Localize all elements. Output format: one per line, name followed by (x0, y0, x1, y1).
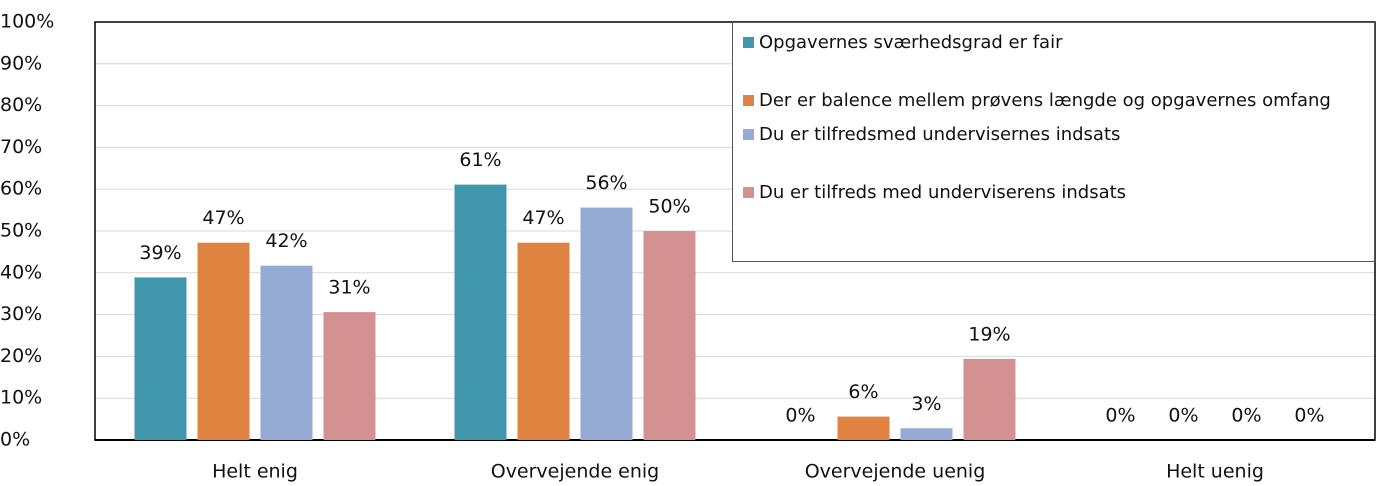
data-label: 19% (968, 323, 1010, 345)
legend-label: Du er tilfreds med underviserens indsats (759, 182, 1127, 203)
bar (197, 242, 250, 440)
data-label: 56% (585, 172, 627, 194)
data-label: 61% (459, 149, 501, 171)
data-label: 0% (1105, 405, 1135, 427)
legend-swatch (743, 129, 754, 140)
data-label: 31% (328, 277, 370, 299)
y-tick-label: 40% (0, 261, 42, 283)
legend-label: Opgavernes sværhedsgrad er fair (759, 32, 1063, 53)
legend-label: Der er balence mellem prøvens længde og … (759, 90, 1331, 111)
legend-entry: Opgavernes sværhedsgrad er fair (743, 31, 1364, 55)
x-tick-label: Overvejende uenig (805, 461, 986, 483)
bar (643, 231, 696, 440)
bar (963, 358, 1016, 440)
legend-entry: Du er tilfreds med underviserens indsats (743, 181, 1364, 205)
legend-swatch (743, 37, 754, 48)
bar (580, 207, 633, 440)
y-tick-label: 90% (0, 52, 42, 74)
bar (323, 312, 376, 440)
bar (134, 277, 187, 440)
bar (517, 242, 570, 440)
legend-swatch (743, 95, 754, 106)
legend-entry: Du er tilfredsmed undervisernes indsats (743, 123, 1364, 147)
data-label: 39% (139, 242, 181, 264)
legend-swatch (743, 187, 754, 198)
legend-label: Du er tilfredsmed undervisernes indsats (759, 124, 1121, 145)
bar (260, 265, 313, 440)
y-tick-label: 20% (0, 345, 42, 367)
data-label: 0% (1294, 405, 1324, 427)
legend-entry: Der er balence mellem prøvens længde og … (743, 89, 1364, 113)
data-label: 0% (785, 405, 815, 427)
y-tick-label: 60% (0, 178, 42, 200)
y-tick-label: 0% (0, 429, 30, 451)
y-tick-label: 100% (0, 11, 54, 33)
data-label: 6% (848, 381, 878, 403)
data-label: 0% (1231, 405, 1261, 427)
data-label: 47% (202, 207, 244, 229)
y-tick-label: 70% (0, 136, 42, 158)
y-tick-label: 80% (0, 94, 42, 116)
bar (837, 416, 890, 440)
x-tick-label: Helt enig (212, 461, 298, 483)
bar (900, 428, 953, 440)
data-label: 0% (1168, 405, 1198, 427)
legend: Opgavernes sværhedsgrad er fair Der er ba… (732, 22, 1375, 262)
y-tick-label: 30% (0, 303, 42, 325)
x-tick-label: Helt uenig (1166, 461, 1264, 483)
data-label: 3% (911, 393, 941, 415)
data-label: 42% (265, 230, 307, 252)
bar (454, 184, 507, 440)
data-label: 50% (648, 196, 690, 218)
x-tick-label: Overvejende enig (491, 461, 660, 483)
y-tick-label: 50% (0, 220, 42, 242)
data-label: 47% (522, 207, 564, 229)
y-tick-label: 10% (0, 387, 42, 409)
